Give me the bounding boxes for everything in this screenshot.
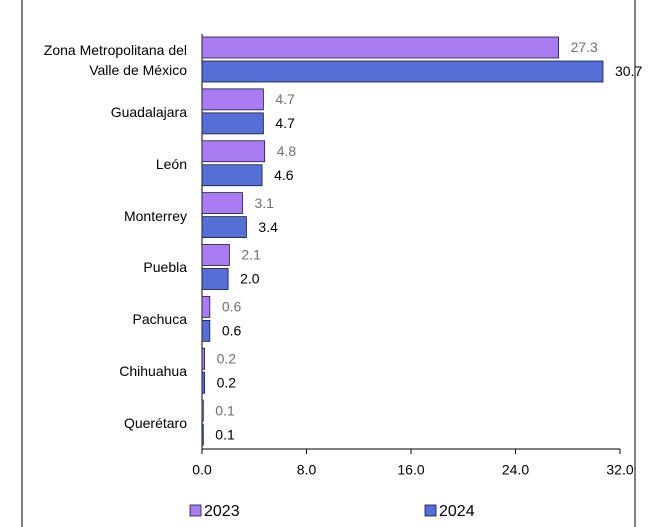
bar <box>201 216 247 239</box>
y-tick-label: Guadalajara <box>110 103 187 120</box>
value-label: 0.1 <box>215 402 235 418</box>
value-label: 0.2 <box>217 374 237 390</box>
chart-border <box>21 0 636 527</box>
bar <box>201 319 211 342</box>
legend-swatch <box>189 504 202 517</box>
bar <box>201 192 243 215</box>
value-label: 27.3 <box>571 39 598 55</box>
value-label: 0.2 <box>217 350 237 366</box>
bar <box>201 140 266 163</box>
bar <box>201 112 264 135</box>
value-label: 0.6 <box>222 323 242 339</box>
value-label: 30.7 <box>615 63 642 79</box>
y-tick-label: Pachuca <box>132 311 187 328</box>
value-label: 2.1 <box>241 247 261 263</box>
value-label: 4.8 <box>277 143 297 159</box>
value-label: 2.0 <box>240 271 260 287</box>
legend-swatch <box>424 504 437 517</box>
y-tick-label: Monterrey <box>123 207 187 224</box>
value-label: 4.7 <box>275 115 295 131</box>
bar <box>201 399 204 422</box>
bar <box>201 423 204 446</box>
x-tick-label: 0.0 <box>192 462 212 478</box>
legend-label: 2023 <box>204 503 240 520</box>
bar <box>201 371 206 394</box>
value-label: 0.6 <box>222 299 242 315</box>
x-tick-label: 16.0 <box>397 462 424 478</box>
bar <box>201 347 206 370</box>
bar <box>201 88 264 111</box>
bar <box>201 295 211 318</box>
x-tick-label: 8.0 <box>297 462 317 478</box>
y-tick-label: Chihuahua <box>119 363 187 380</box>
x-tick-label: 32.0 <box>606 462 633 478</box>
legend-label: 2024 <box>439 503 475 520</box>
y-tick-label: Puebla <box>143 259 187 276</box>
bar <box>201 244 230 266</box>
bar <box>201 36 560 59</box>
value-label: 3.1 <box>254 195 274 211</box>
y-tick-label: León <box>155 155 187 172</box>
bar <box>201 268 229 290</box>
bar <box>201 60 604 83</box>
value-label: 0.1 <box>215 426 235 442</box>
y-tick-label: Querétaro <box>123 415 187 432</box>
bar <box>201 164 263 187</box>
x-tick-label: 24.0 <box>502 462 529 478</box>
value-label: 4.7 <box>275 91 295 107</box>
value-label: 3.4 <box>258 219 278 235</box>
y-tick-label: Zona Metropolitana del Valle de México <box>43 41 187 78</box>
value-label: 4.6 <box>274 167 294 183</box>
